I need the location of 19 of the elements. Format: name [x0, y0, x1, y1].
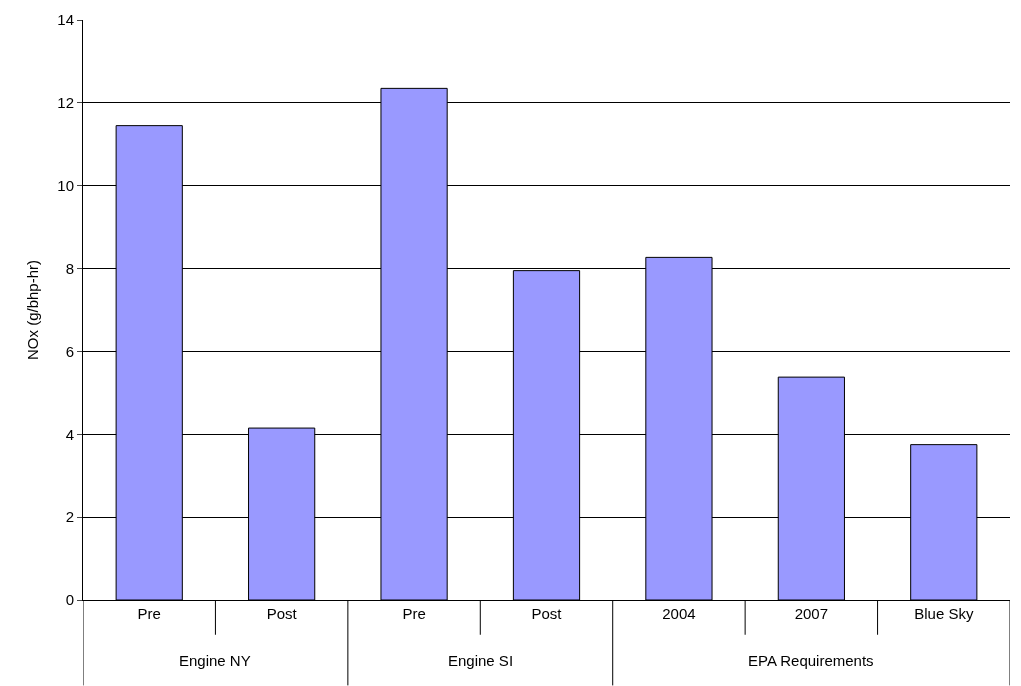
- y-tick-label: 4: [65, 425, 74, 443]
- x-tick-label: Pre: [137, 605, 161, 622]
- y-tick-label: 6: [65, 342, 74, 360]
- x-tick-label: 2004: [662, 605, 696, 622]
- y-tick-label: 2: [65, 508, 74, 526]
- text: Engine NY: [179, 652, 251, 669]
- x-tick-label: 2007: [794, 605, 829, 622]
- x-tick-label: Pre: [402, 605, 426, 622]
- text: Engine SI: [448, 652, 514, 669]
- x-tick-label: Post: [531, 605, 563, 622]
- text: EPA Requirements: [748, 652, 874, 669]
- y-tick-label: 10: [57, 176, 74, 194]
- y-tick-label: 8: [65, 259, 74, 277]
- y-axis-title: NOx (g/bhp-hr): [23, 259, 41, 361]
- x-tick-label: Post: [266, 605, 298, 622]
- y-tick-label: 12: [57, 94, 74, 112]
- y-tick-label: 0: [65, 591, 74, 609]
- y-tick-label: 14: [57, 11, 74, 29]
- x-tick-label: Blue Sky: [914, 605, 974, 622]
